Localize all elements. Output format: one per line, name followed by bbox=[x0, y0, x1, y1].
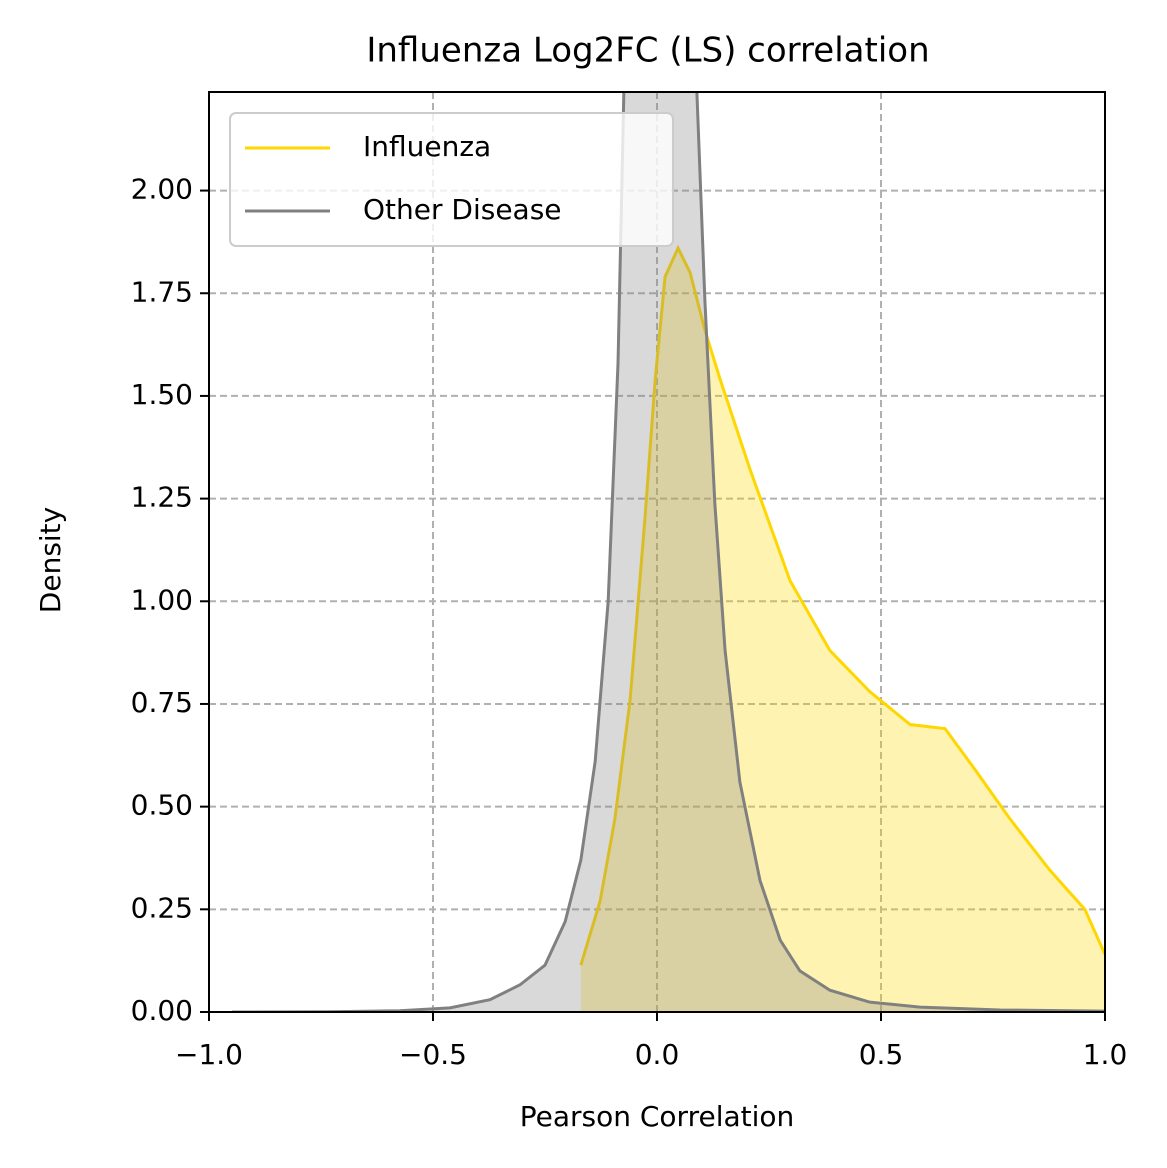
x-tick-label: 0.0 bbox=[635, 1038, 680, 1071]
chart-title: Influenza Log2FC (LS) correlation bbox=[366, 31, 929, 71]
y-tick-label: 0.75 bbox=[131, 686, 193, 719]
y-axis-label: Density bbox=[34, 507, 67, 613]
line bbox=[231, 92, 1105, 1012]
y-tick-label: 0.25 bbox=[131, 891, 193, 924]
x-tick-label: 1.0 bbox=[1083, 1038, 1128, 1071]
x-tick-label: 0.5 bbox=[859, 1038, 904, 1071]
line bbox=[579, 244, 1105, 966]
legend-box bbox=[229, 112, 674, 247]
y-tick-label: 0.50 bbox=[131, 789, 193, 822]
x-tick-label: −0.5 bbox=[399, 1038, 467, 1071]
y-tick-label: 2.00 bbox=[131, 173, 193, 206]
x-axis-label: Pearson Correlation bbox=[520, 1100, 795, 1133]
legend-label: Influenza bbox=[363, 130, 491, 163]
y-tick-label: 0.00 bbox=[131, 994, 193, 1027]
y-tick-label: 1.00 bbox=[131, 583, 193, 616]
legend-label: Other Disease bbox=[363, 193, 562, 226]
x-tick-label: −1.0 bbox=[175, 1038, 243, 1071]
y-tick-label: 1.75 bbox=[131, 275, 193, 308]
area bbox=[231, 92, 1105, 1012]
y-tick-label: 1.50 bbox=[131, 378, 193, 411]
y-tick-label: 1.25 bbox=[131, 481, 193, 514]
